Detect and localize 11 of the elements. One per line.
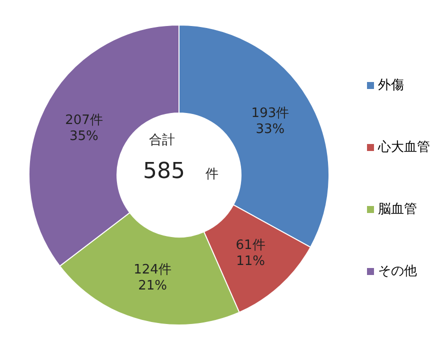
text: 件 xyxy=(206,167,218,182)
legend-label: 外傷 xyxy=(378,77,404,94)
data-label: 193件 33% xyxy=(251,106,290,138)
text: 585 xyxy=(143,159,185,184)
text: 合計 xyxy=(149,133,175,148)
legend-label: 心大血管 xyxy=(378,139,430,156)
legend-label: その他 xyxy=(378,263,417,280)
legend-label: 脳血管 xyxy=(378,201,417,218)
data-label: 207件 35% xyxy=(65,113,103,144)
data-label: 61件 11% xyxy=(236,238,266,270)
data-label: 124件 21% xyxy=(134,262,172,294)
